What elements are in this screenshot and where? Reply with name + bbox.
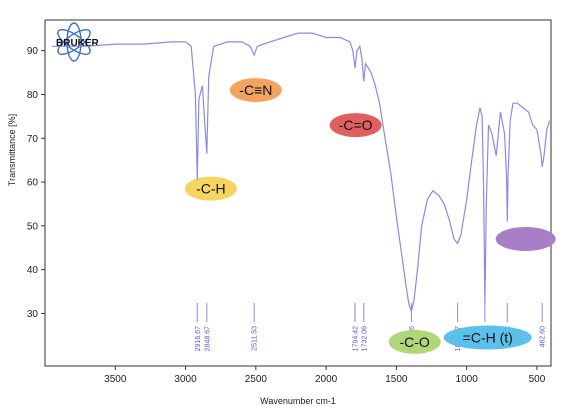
y-tick-label: 80 xyxy=(27,90,39,101)
annotation-ellipse xyxy=(495,226,556,251)
bruker-logo: BRUKER xyxy=(56,22,100,62)
annotation-label: -C≡N xyxy=(239,82,272,98)
bruker-logo-text: BRUKER xyxy=(56,38,100,49)
annotation-label: -C-H xyxy=(196,181,226,197)
annotation-label: =C-H (t) xyxy=(463,330,513,346)
y-tick-label: 60 xyxy=(27,178,39,189)
peak-label: 462.60 xyxy=(540,326,547,348)
y-tick-label: 30 xyxy=(27,309,39,320)
x-tick-label: 500 xyxy=(529,374,546,385)
x-tick-label: 2500 xyxy=(245,374,268,385)
annotation-ellipse xyxy=(388,329,441,354)
peak-label: 2916.67 xyxy=(195,326,202,351)
x-tick-label: 2000 xyxy=(315,374,338,385)
y-tick-label: 40 xyxy=(27,265,39,276)
annotation-ellipse xyxy=(184,176,237,201)
y-axis-label: Transmittance [%] xyxy=(7,114,17,186)
annotation-ellipse xyxy=(329,113,382,138)
x-tick-label: 1000 xyxy=(456,374,479,385)
peak-label: 1732.06 xyxy=(361,326,368,351)
peak-label: 2511.53 xyxy=(252,326,259,351)
series-line xyxy=(52,32,551,314)
peak-label: 1794.42 xyxy=(353,326,360,351)
functional-group-annotations: -C≡N -C=O -C-H -C-O =C-H (t) xyxy=(184,78,556,354)
annotation-label: -C-O xyxy=(399,334,429,350)
y-tick-label: 90 xyxy=(27,46,39,57)
x-axis-ticks: 3500 3000 2500 2000 1500 1000 500 xyxy=(104,366,546,385)
x-tick-label: 3500 xyxy=(104,374,127,385)
x-tick-label: 3000 xyxy=(174,374,197,385)
plot-frame xyxy=(44,19,552,367)
y-axis-ticks: 30 40 50 60 70 80 90 xyxy=(27,46,45,320)
y-tick-label: 70 xyxy=(27,134,39,145)
annotation-ellipse xyxy=(229,78,282,103)
x-tick-label: 1500 xyxy=(385,374,408,385)
annotation-ellipse xyxy=(443,325,532,350)
annotation-label: -C=O xyxy=(339,117,373,133)
y-tick-label: 50 xyxy=(27,221,39,232)
x-axis-label: Wavenumber cm-1 xyxy=(260,396,336,406)
peak-label: 2848.67 xyxy=(204,326,211,351)
